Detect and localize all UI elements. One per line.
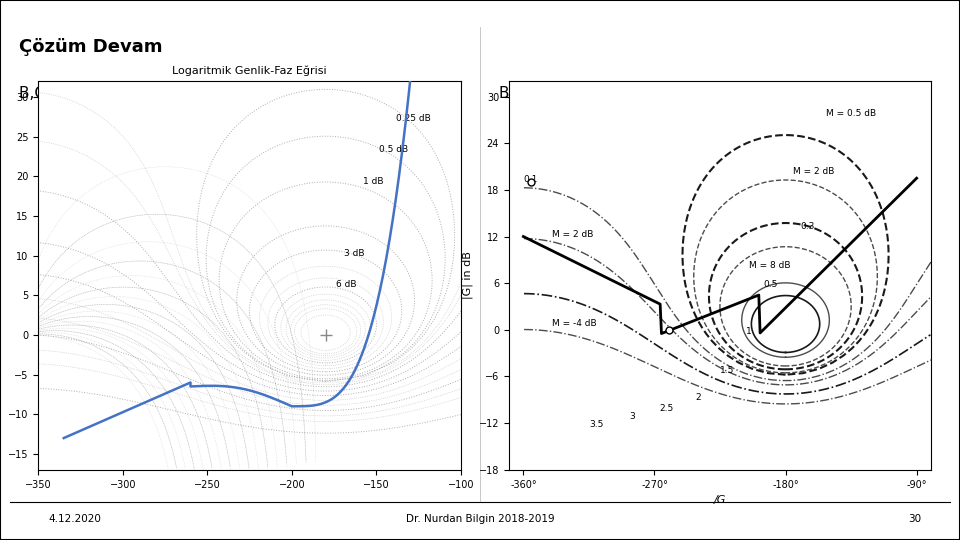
Text: M = 2 dB: M = 2 dB bbox=[553, 230, 594, 239]
Text: 0.5 dB: 0.5 dB bbox=[378, 145, 408, 154]
Text: M = 2 dB: M = 2 dB bbox=[793, 167, 834, 177]
Title: Logaritmik Genlik-Faz Eğrisi: Logaritmik Genlik-Faz Eğrisi bbox=[172, 65, 327, 76]
Text: M = 0.5 dB: M = 0.5 dB bbox=[827, 109, 876, 118]
Y-axis label: |G| in dB: |G| in dB bbox=[463, 252, 473, 299]
Text: 6 dB: 6 dB bbox=[336, 280, 356, 289]
Text: 0.5: 0.5 bbox=[764, 280, 779, 289]
Text: 2: 2 bbox=[695, 393, 701, 402]
Text: 0.3: 0.3 bbox=[801, 222, 815, 231]
Text: 3: 3 bbox=[630, 412, 636, 421]
Text: 1.5: 1.5 bbox=[720, 366, 734, 375]
Text: Çözüm Devam: Çözüm Devam bbox=[19, 38, 162, 56]
Text: 2.5: 2.5 bbox=[659, 404, 673, 414]
Text: 30: 30 bbox=[908, 514, 922, 524]
Text: M = 8 dB: M = 8 dB bbox=[749, 261, 791, 269]
Text: 4.12.2020: 4.12.2020 bbox=[48, 514, 101, 524]
Text: 0.25 dB: 0.25 dB bbox=[396, 114, 431, 123]
Text: M = -4 dB: M = -4 dB bbox=[553, 319, 597, 328]
Text: 1: 1 bbox=[746, 327, 752, 336]
Text: 3.5: 3.5 bbox=[589, 420, 604, 429]
Text: B,C şıkkı: B,C şıkkı bbox=[499, 86, 564, 102]
Text: B,C şıkkı: B,C şıkkı bbox=[19, 86, 84, 102]
Text: 0.1: 0.1 bbox=[523, 175, 538, 184]
Text: Dr. Nurdan Bilgin 2018-2019: Dr. Nurdan Bilgin 2018-2019 bbox=[406, 514, 554, 524]
X-axis label: /G: /G bbox=[714, 495, 726, 505]
Text: 3 dB: 3 dB bbox=[344, 248, 365, 258]
Text: 1 dB: 1 dB bbox=[363, 177, 383, 186]
